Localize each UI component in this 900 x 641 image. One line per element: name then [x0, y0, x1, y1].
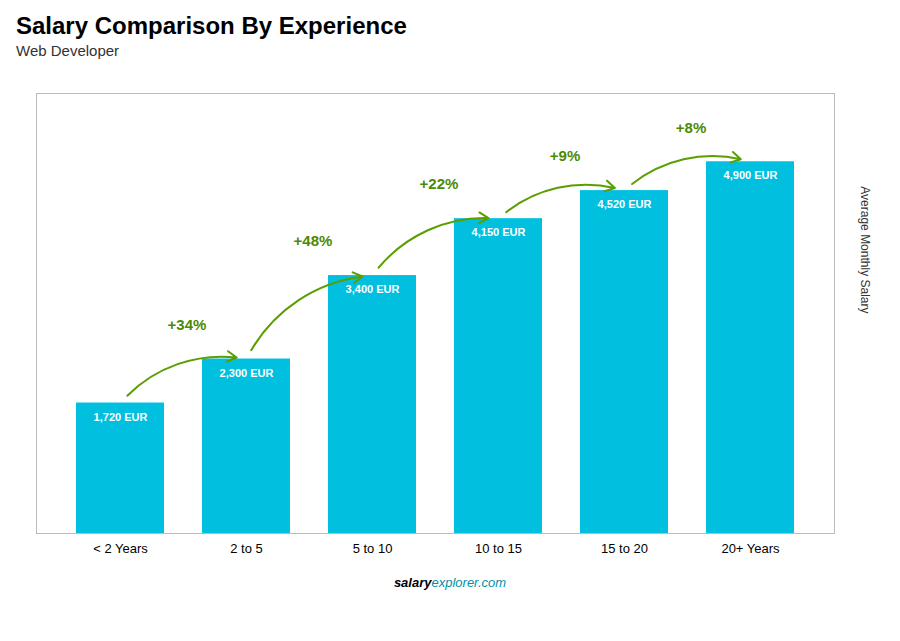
svg-text:+22%: +22% — [420, 175, 459, 192]
svg-text:1,720 EUR: 1,720 EUR — [94, 411, 148, 423]
svg-text:15 to 20: 15 to 20 — [601, 541, 648, 556]
svg-text:2,300 EUR: 2,300 EUR — [220, 367, 274, 379]
svg-text:+8%: +8% — [676, 119, 706, 136]
svg-text:< 2 Years: < 2 Years — [93, 541, 148, 556]
svg-text:3,400 EUR: 3,400 EUR — [346, 283, 400, 295]
html-text:Web Developer: Web Developer — [16, 42, 120, 59]
svg-text:4,520 EUR: 4,520 EUR — [598, 198, 652, 210]
svg-text:+9%: +9% — [550, 147, 580, 164]
svg-text:Average Monthly Salary: Average Monthly Salary — [858, 186, 872, 313]
html-text:salary explorer.com: salary explorer.com — [393, 575, 507, 590]
svg-text:4,150 EUR: 4,150 EUR — [472, 226, 526, 238]
html-text:Salary Comparison By Experienc: Salary Comparison By Experience — [16, 12, 407, 39]
svg-text:+34%: +34% — [168, 316, 207, 333]
svg-text:2 to 5: 2 to 5 — [230, 541, 263, 556]
svg-text:5 to 10: 5 to 10 — [353, 541, 393, 556]
svg-text:+48%: +48% — [294, 232, 333, 249]
svg-text:20+ Years: 20+ Years — [721, 541, 780, 556]
svg-text:10 to 15: 10 to 15 — [475, 541, 522, 556]
svg-text:4,900 EUR: 4,900 EUR — [724, 169, 778, 181]
